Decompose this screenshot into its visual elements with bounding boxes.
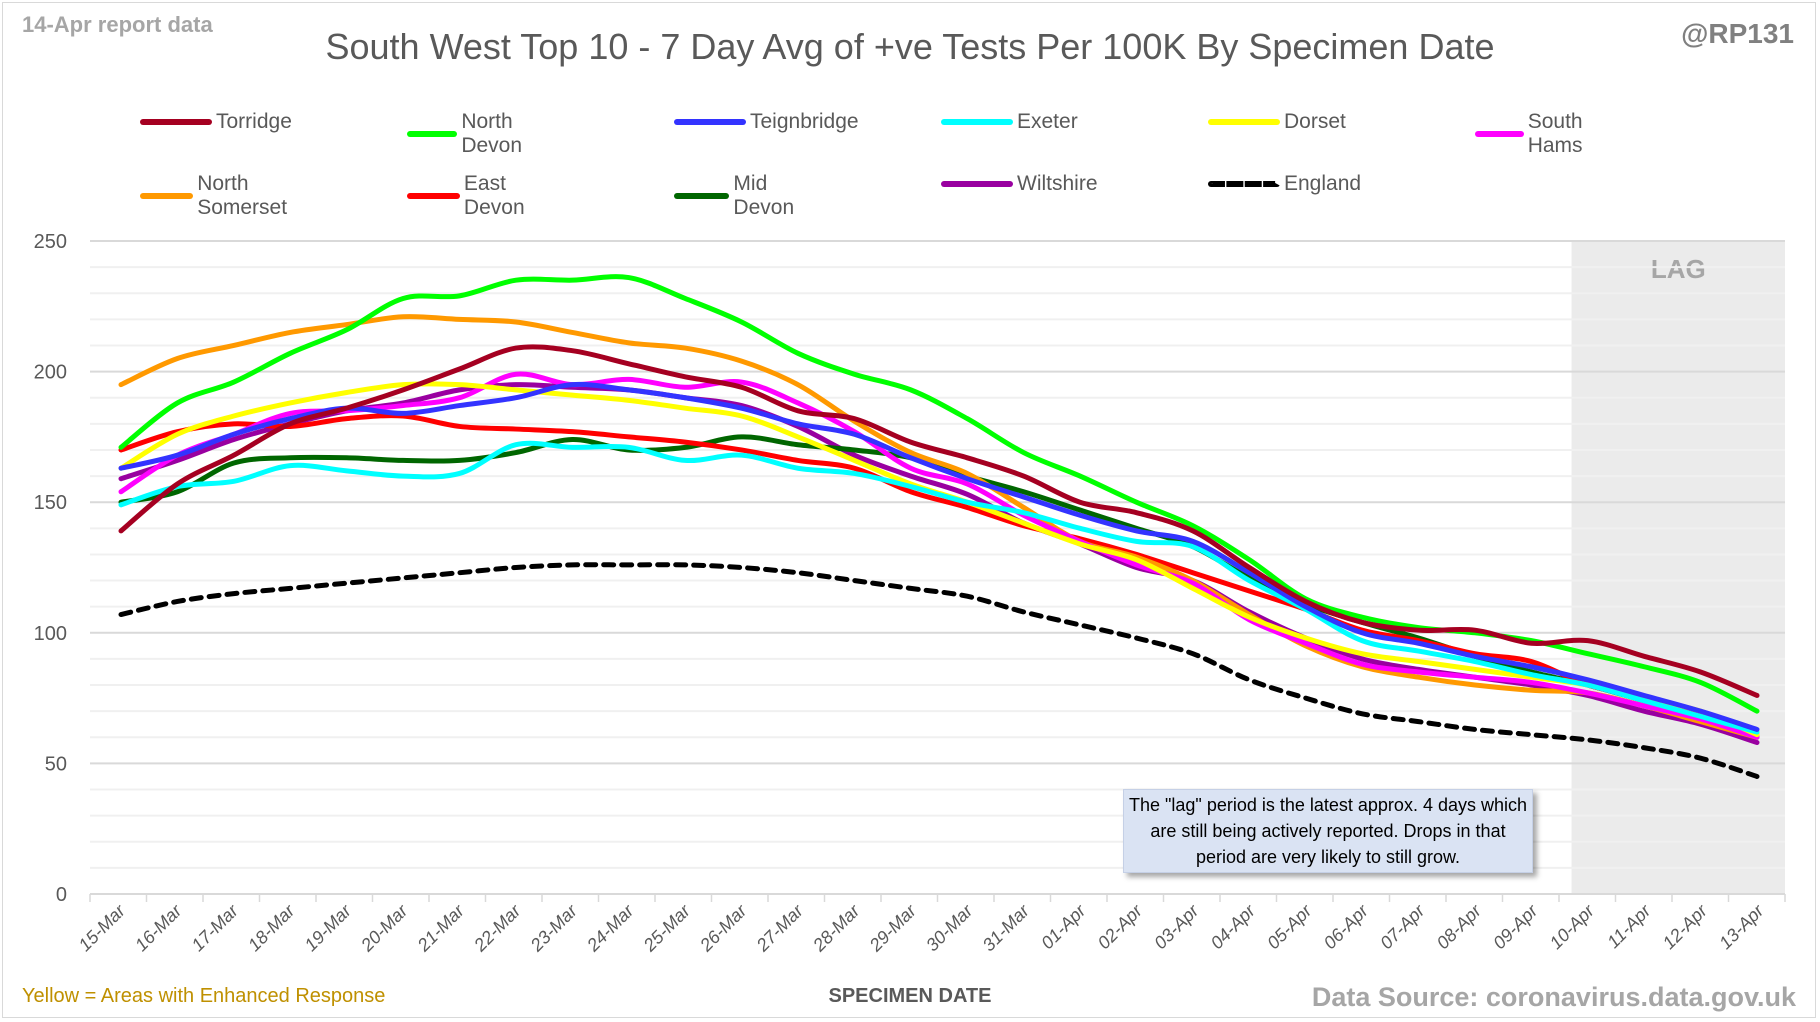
legend-item: North Somerset — [140, 172, 306, 220]
x-tick-label: 21-Mar — [413, 900, 469, 956]
y-tick-label: 250 — [34, 231, 67, 253]
legend-swatch — [1208, 181, 1280, 187]
x-tick-label: 17-Mar — [188, 900, 243, 955]
legend-swatch — [140, 193, 194, 199]
legend-item: Torridge — [140, 110, 292, 134]
legend-item: North Devon — [407, 110, 544, 158]
y-tick-label: 50 — [45, 753, 67, 775]
x-tick-label: 15-Mar — [75, 900, 130, 955]
x-tick-label: 24-Mar — [582, 900, 638, 956]
enhanced-response-note: Yellow = Areas with Enhanced Response — [22, 985, 386, 1007]
x-tick-label: 11-Apr — [1603, 900, 1655, 952]
y-tick-label: 100 — [34, 623, 67, 645]
report-date-label: 14-Apr report data — [22, 12, 213, 37]
series-line-north-somerset — [118, 314, 1760, 740]
series-line-torridge — [118, 344, 1760, 698]
x-axis-title: SPECIMEN DATE — [828, 985, 992, 1007]
y-tick-label: 200 — [34, 362, 67, 384]
legend-swatch — [941, 119, 1013, 125]
legend-label: East Devon — [463, 172, 525, 219]
legend-label: England — [1284, 172, 1362, 195]
legend-swatch — [407, 193, 460, 199]
legend-label: Wiltshire — [1017, 172, 1098, 195]
legend-label: Mid Devon — [733, 172, 795, 219]
legend-item: Mid Devon — [674, 172, 811, 220]
x-tick-label: 26-Mar — [695, 900, 751, 956]
x-tick-label: 09-Apr — [1489, 900, 1542, 953]
legend-item: Exeter — [941, 110, 1078, 134]
legend-label: North Somerset — [197, 172, 288, 219]
x-tick-label: 01-Apr — [1037, 900, 1090, 953]
series-line-england — [118, 562, 1760, 779]
legend-item: Dorset — [1208, 110, 1346, 134]
series-lines — [118, 274, 1760, 779]
legend-item: Wiltshire — [941, 172, 1098, 196]
lag-label: LAG — [1651, 254, 1706, 284]
legend-swatch — [1475, 131, 1524, 137]
x-tick-label: 25-Mar — [639, 900, 695, 956]
legend-swatch — [1208, 119, 1280, 125]
x-tick-label: 16-Mar — [131, 900, 186, 955]
y-tick-label: 0 — [56, 884, 67, 906]
x-tick-label: 28-Mar — [808, 900, 864, 956]
x-tick-label: 20-Mar — [356, 900, 412, 956]
series-line-north-devon — [118, 274, 1760, 714]
x-tick-label: 27-Mar — [752, 900, 808, 956]
x-tick-label: 04-Apr — [1207, 900, 1260, 953]
x-tick-label: 05-Apr — [1263, 900, 1316, 953]
legend-item: England — [1208, 172, 1361, 196]
data-source: Data Source: coronavirus.data.gov.uk — [1311, 982, 1796, 1012]
legend-item: East Devon — [407, 172, 544, 220]
chart-title: South West Top 10 - 7 Day Avg of +ve Tes… — [325, 26, 1495, 67]
legend-swatch — [407, 131, 458, 137]
legend-swatch — [674, 193, 730, 199]
x-tick-label: 23-Mar — [526, 900, 582, 956]
legend-label: North Devon — [461, 110, 523, 157]
legend-label: Torridge — [216, 110, 292, 133]
legend-item: Teignbridge — [674, 110, 859, 134]
series-line-teignbridge — [118, 381, 1760, 732]
x-tick-label: 06-Apr — [1320, 900, 1373, 953]
legend-swatch — [941, 181, 1013, 187]
legend-swatch — [140, 119, 212, 125]
series-line-south-hams — [118, 371, 1760, 740]
x-tick-label: 29-Mar — [865, 900, 921, 956]
x-tick-label: 31-Mar — [979, 900, 1034, 955]
x-tick-label: 19-Mar — [301, 900, 356, 955]
lag-annotation: The "lag" period is the latest approx. 4… — [1123, 789, 1533, 873]
x-tick-label: 13-Apr — [1715, 900, 1768, 953]
legend-label: Dorset — [1284, 110, 1346, 133]
author-handle: @RP131 — [1681, 18, 1794, 49]
series-line-mid-devon — [118, 434, 1760, 740]
lag-region: LAG — [1571, 241, 1785, 894]
lag-shade — [1571, 241, 1785, 894]
legend-swatch — [674, 119, 746, 125]
x-tick-label: 12-Apr — [1659, 900, 1712, 953]
x-tick-label: 08-Apr — [1433, 900, 1486, 953]
x-tick-label: 03-Apr — [1150, 900, 1203, 953]
y-tick-label: 150 — [34, 492, 67, 514]
x-tick-label: 30-Mar — [922, 900, 977, 955]
legend-label: Teignbridge — [750, 110, 859, 133]
x-tick-label: 07-Apr — [1376, 900, 1429, 953]
legend-label: South Hams — [1527, 110, 1583, 157]
x-tick-label: 22-Mar — [469, 900, 525, 956]
x-tick-label: 10-Apr — [1546, 900, 1599, 953]
legend-label: Exeter — [1017, 110, 1078, 133]
series-line-exeter — [118, 440, 1760, 735]
legend-item: South Hams — [1475, 110, 1606, 158]
x-tick-label: 02-Apr — [1094, 900, 1147, 953]
x-tick-label: 18-Mar — [244, 900, 299, 955]
